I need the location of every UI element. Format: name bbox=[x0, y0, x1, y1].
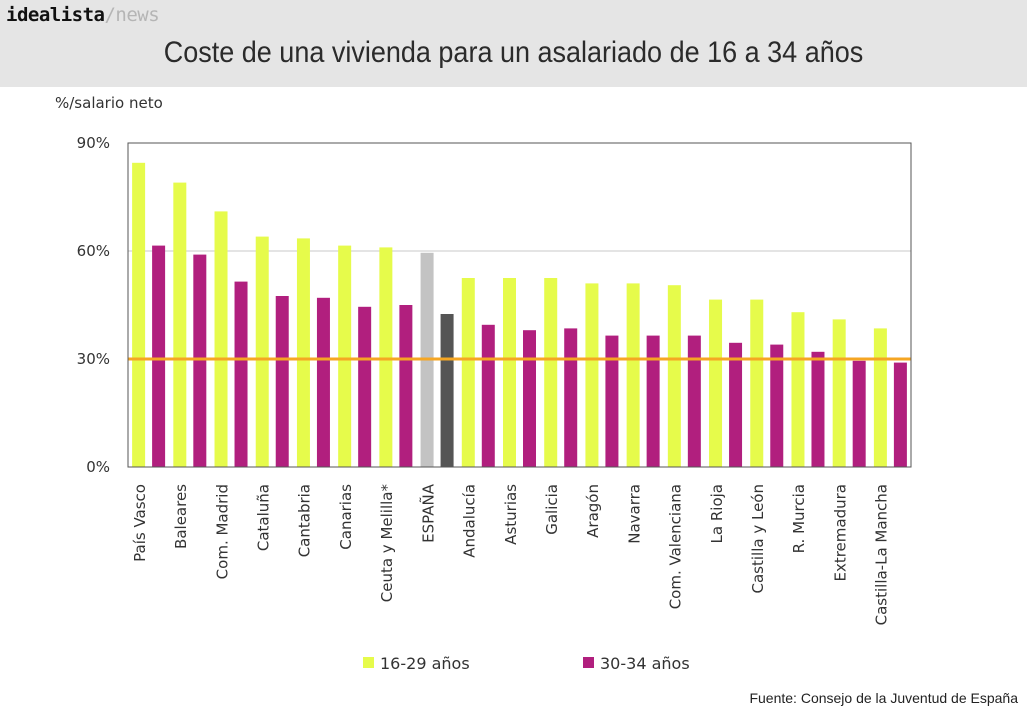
x-tick-label: ESPAÑA bbox=[418, 483, 437, 543]
bar[interactable] bbox=[605, 335, 619, 467]
bar[interactable] bbox=[791, 312, 805, 467]
bar[interactable] bbox=[544, 278, 558, 467]
brand-logo[interactable]: idealista/news bbox=[6, 4, 160, 26]
bar[interactable] bbox=[214, 211, 228, 467]
bar[interactable] bbox=[646, 335, 660, 467]
x-tick-label: Navarra bbox=[625, 484, 643, 544]
y-tick-label: 90% bbox=[77, 134, 110, 152]
bar[interactable] bbox=[316, 297, 330, 467]
bar[interactable] bbox=[523, 330, 536, 467]
x-tick-label: Ceuta y Melilla* bbox=[378, 484, 396, 603]
x-tick-label: Baleares bbox=[172, 484, 190, 549]
x-tick-label: Com. Madrid bbox=[213, 484, 231, 579]
x-tick-label: Com. Valenciana bbox=[667, 484, 685, 609]
y-tick-label: 30% bbox=[77, 350, 110, 368]
bar[interactable] bbox=[132, 162, 146, 468]
bar[interactable] bbox=[399, 305, 413, 467]
x-tick-label: Aragón bbox=[584, 484, 602, 538]
chart-title: Coste de una vivienda para un asalariado… bbox=[163, 36, 864, 69]
bar[interactable] bbox=[255, 236, 269, 467]
bar[interactable] bbox=[338, 245, 352, 467]
bar[interactable] bbox=[709, 299, 723, 467]
bar[interactable] bbox=[893, 362, 907, 467]
legend-label[interactable]: 30-34 años bbox=[600, 654, 690, 673]
y-axis-label: %/salario neto bbox=[55, 94, 163, 112]
x-tick-label: La Rioja bbox=[708, 484, 726, 543]
bar[interactable] bbox=[503, 278, 516, 467]
bar[interactable] bbox=[358, 306, 372, 467]
brand-main: idealista bbox=[6, 4, 105, 26]
bar[interactable] bbox=[461, 278, 475, 467]
x-tick-label: Cataluña bbox=[254, 484, 272, 551]
bar[interactable] bbox=[873, 328, 887, 467]
x-tick-label: Asturias bbox=[502, 484, 520, 545]
x-tick-label: Castilla-La Mancha bbox=[873, 484, 891, 625]
bar[interactable] bbox=[481, 324, 495, 467]
bar[interactable] bbox=[687, 335, 701, 467]
source-note: Fuente: Consejo de la Juventud de España bbox=[749, 690, 1018, 706]
x-tick-label: País Vasco bbox=[131, 484, 149, 562]
bar[interactable] bbox=[296, 238, 310, 467]
x-tick-label: Cantabria bbox=[296, 484, 314, 557]
x-tick-label: R. Murcia bbox=[790, 484, 808, 553]
bar[interactable] bbox=[440, 314, 454, 467]
bar[interactable] bbox=[832, 319, 846, 467]
bar[interactable] bbox=[811, 351, 825, 467]
bar[interactable] bbox=[152, 245, 166, 467]
bar[interactable] bbox=[379, 247, 393, 467]
bar[interactable] bbox=[667, 285, 681, 467]
x-tick-label: Andalucía bbox=[461, 484, 479, 558]
bar[interactable] bbox=[193, 254, 207, 467]
y-tick-label: 60% bbox=[77, 242, 110, 260]
bar[interactable] bbox=[626, 283, 640, 467]
legend-swatch bbox=[583, 657, 594, 668]
bar[interactable] bbox=[750, 299, 764, 467]
plot-frame bbox=[127, 142, 912, 468]
legend-label[interactable]: 16-29 años bbox=[380, 654, 470, 673]
x-tick-label: Galicia bbox=[543, 484, 561, 535]
brand-sub: /news bbox=[104, 4, 160, 26]
bar[interactable] bbox=[852, 360, 866, 467]
x-tick-label: Canarias bbox=[337, 484, 355, 550]
bar[interactable] bbox=[173, 182, 187, 467]
y-tick-label: 0% bbox=[86, 458, 110, 476]
x-tick-label: Castilla y León bbox=[749, 484, 767, 593]
bar[interactable] bbox=[275, 296, 289, 467]
header-bar: idealista/news Coste de una vivienda par… bbox=[0, 0, 1027, 87]
bar[interactable] bbox=[564, 328, 578, 467]
bar[interactable] bbox=[729, 342, 743, 467]
bar[interactable] bbox=[770, 344, 784, 467]
bar[interactable] bbox=[585, 283, 599, 467]
bar[interactable] bbox=[234, 281, 248, 467]
x-tick-label: Extremadura bbox=[831, 484, 849, 582]
legend-swatch bbox=[363, 657, 374, 668]
